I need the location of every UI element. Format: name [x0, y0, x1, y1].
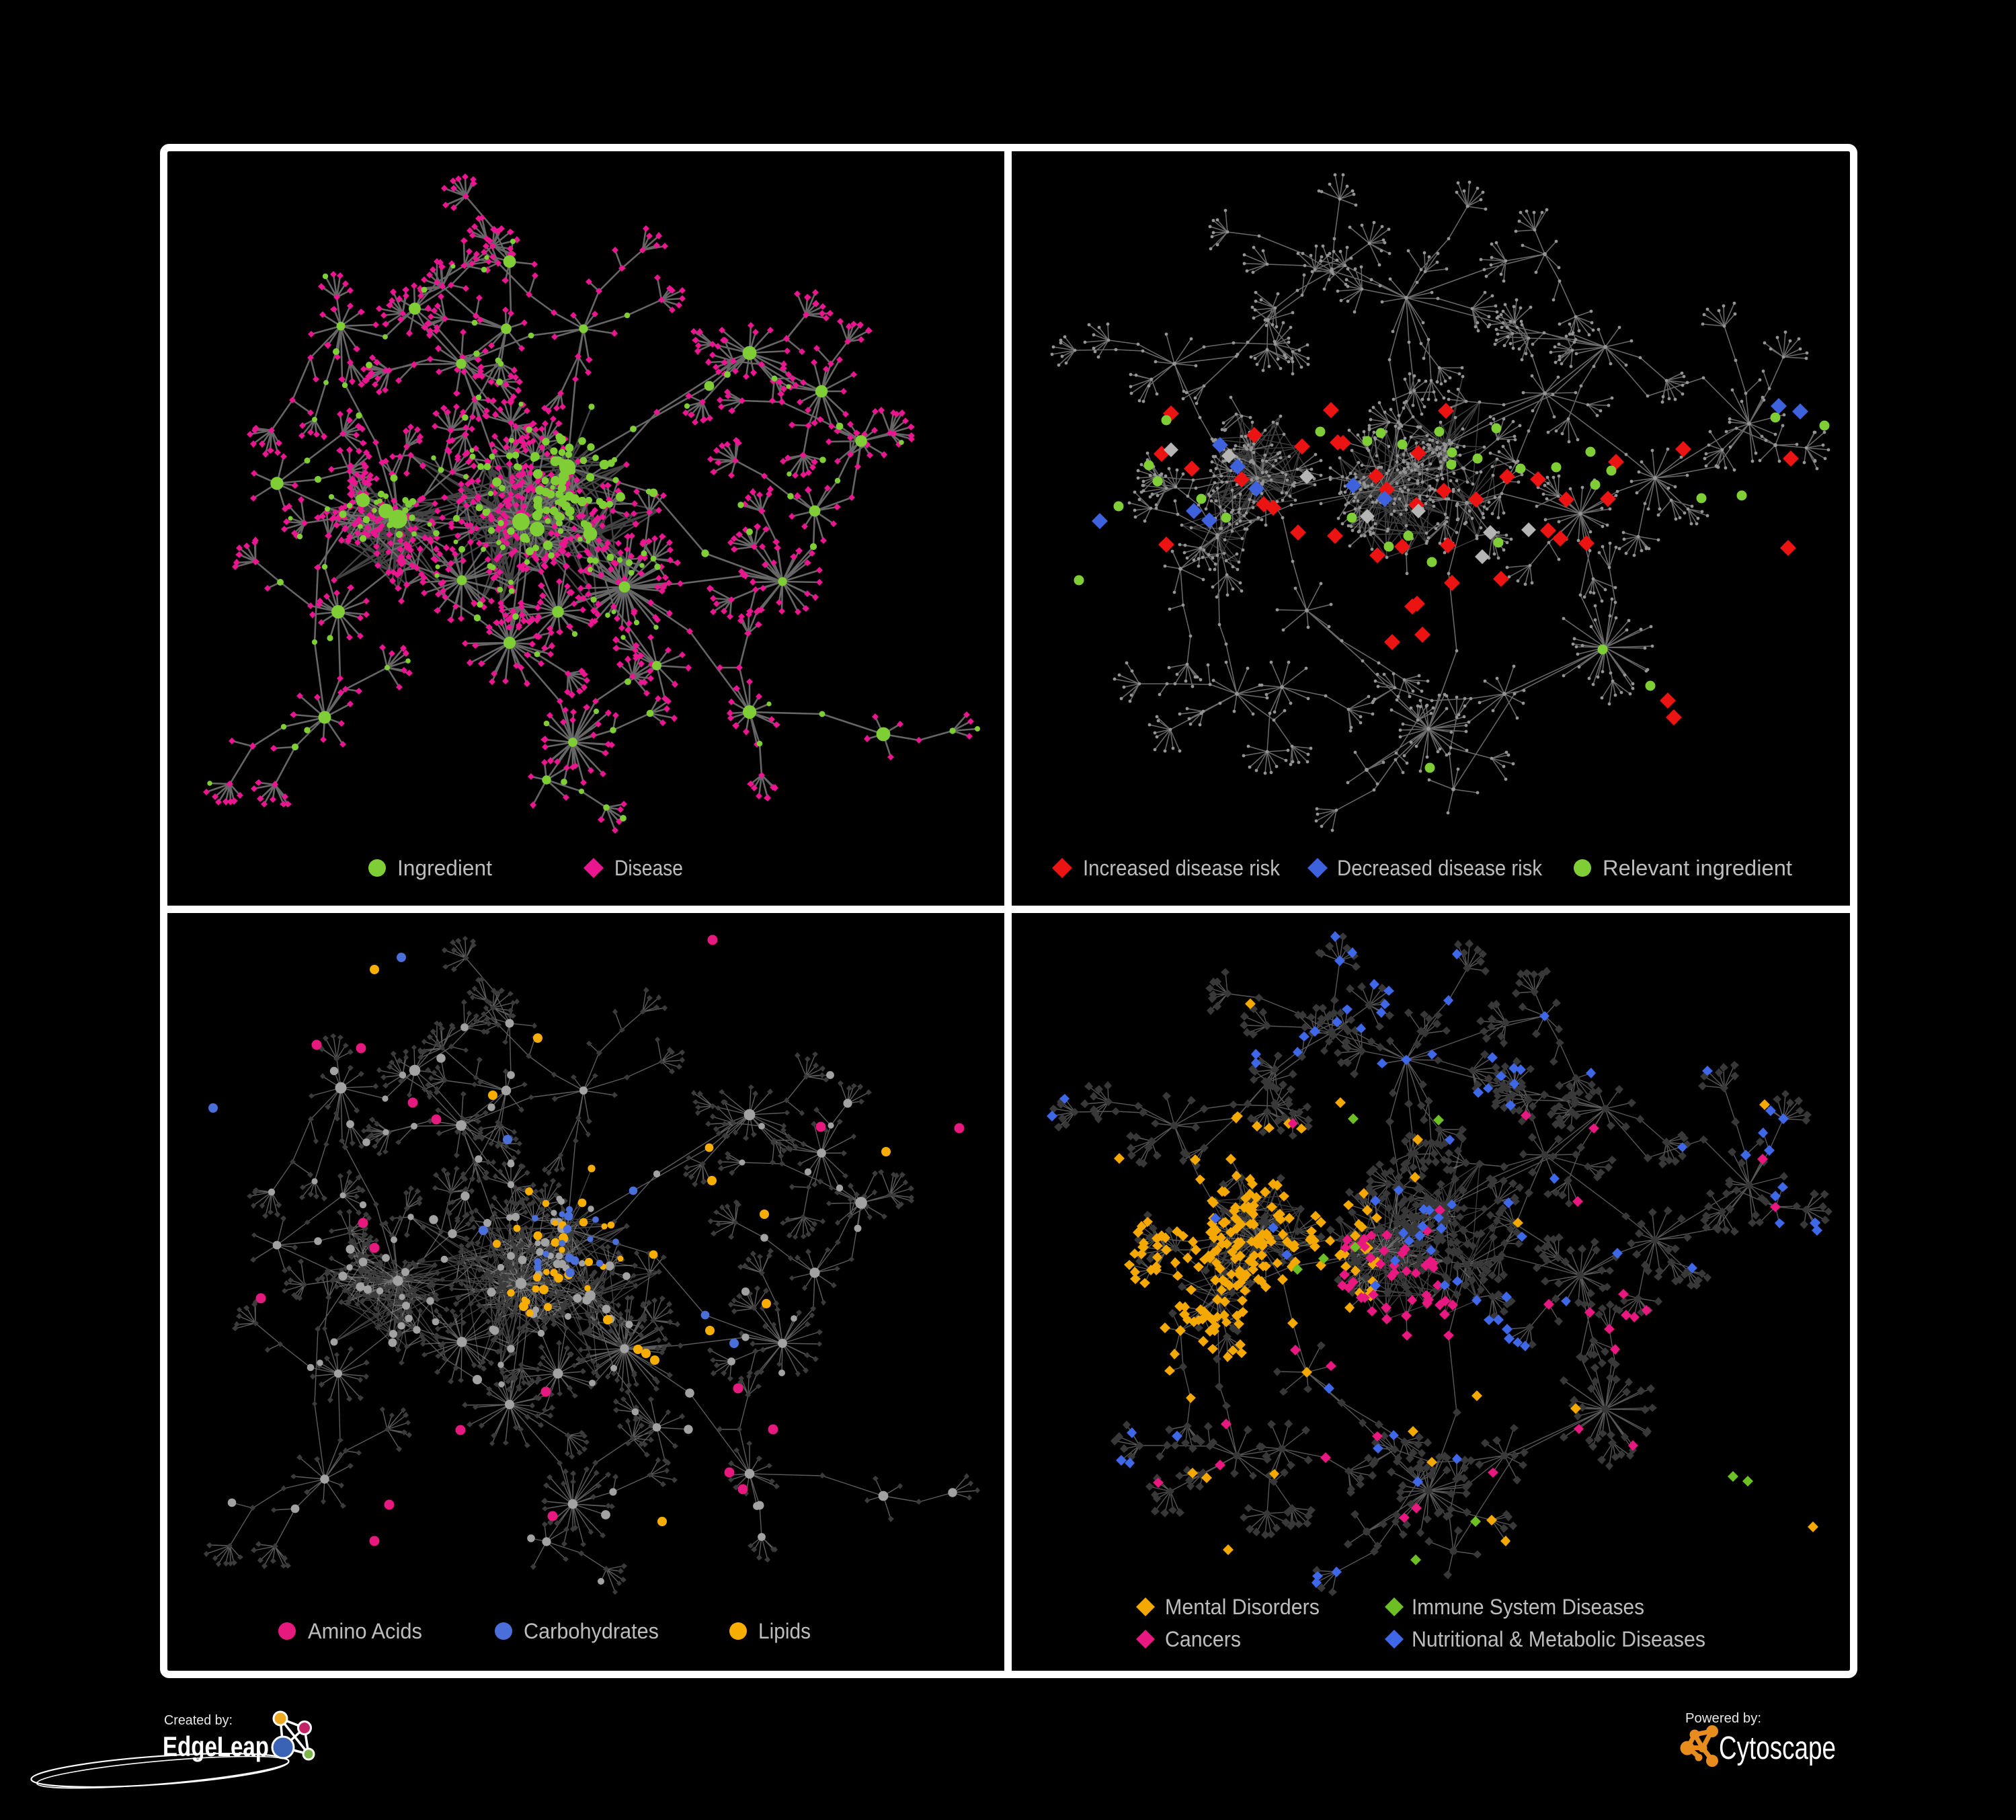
svg-text:Amino Acids: Amino Acids — [308, 1619, 422, 1643]
svg-text:Created by:: Created by: — [164, 1713, 233, 1728]
svg-text:Increased disease risk: Increased disease risk — [1083, 856, 1281, 880]
svg-text:Immune System Diseases: Immune System Diseases — [1412, 1595, 1644, 1619]
svg-text:Carbohydrates: Carbohydrates — [524, 1619, 659, 1643]
svg-text:Mental Disorders: Mental Disorders — [1165, 1595, 1320, 1619]
svg-text:Lipids: Lipids — [758, 1619, 811, 1643]
svg-text:Cytoscape: Cytoscape — [1719, 1731, 1836, 1766]
svg-text:Nutritional & Metabolic Diseas: Nutritional & Metabolic Diseases — [1412, 1627, 1705, 1651]
svg-text:Ingredient: Ingredient — [397, 856, 492, 880]
svg-text:Decreased disease risk: Decreased disease risk — [1337, 856, 1543, 880]
svg-text:Cancers: Cancers — [1165, 1627, 1241, 1651]
svg-text:Powered by:: Powered by: — [1685, 1711, 1761, 1726]
svg-text:Disease: Disease — [614, 856, 683, 880]
svg-text:Relevant ingredient: Relevant ingredient — [1603, 856, 1792, 880]
